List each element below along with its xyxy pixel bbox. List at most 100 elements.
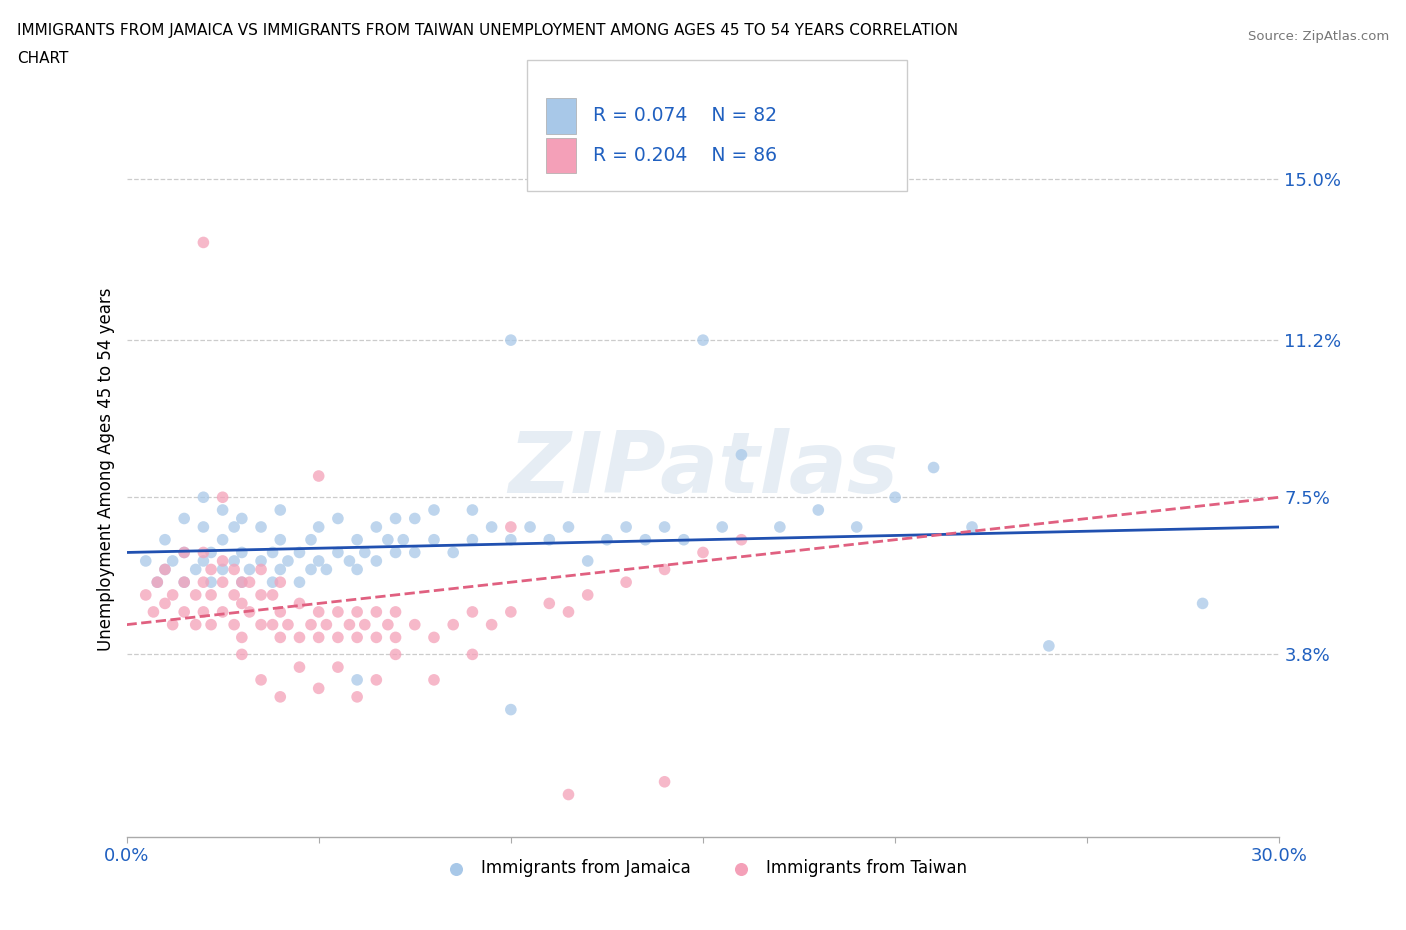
Point [173,512,195,526]
Point [346,672,368,687]
Point [366,553,388,568]
Point [231,512,253,526]
Point [200,588,222,603]
Point [499,604,522,619]
Point [211,490,233,505]
Point [538,532,561,547]
Point [262,588,284,603]
Point [308,520,330,535]
Point [308,604,330,619]
Point [153,596,176,611]
Point [299,562,322,577]
Point [135,553,157,568]
Point [162,553,184,568]
Point [404,512,426,526]
Point [366,672,388,687]
Point [162,618,184,632]
Point [557,787,579,802]
Point [308,469,330,484]
Point [238,604,260,619]
Point [211,553,233,568]
Point [384,630,406,644]
Point [339,553,361,568]
Point [193,604,215,619]
Point [423,502,446,517]
Point [769,520,792,535]
Point [269,689,291,704]
Point [423,672,446,687]
Point [423,630,446,644]
Point [162,588,184,603]
Point [654,520,676,535]
Point [499,702,522,717]
Point [173,545,195,560]
Point [346,562,368,577]
Point [269,502,291,517]
Point [353,545,375,560]
Point [1038,639,1060,654]
Point [315,562,337,577]
Point [224,562,246,577]
Point [288,545,311,560]
Point [193,490,215,505]
Point [308,630,330,644]
Point [238,562,260,577]
Point [499,333,522,348]
Point [392,532,415,547]
Point [224,553,246,568]
Point [366,630,388,644]
Point [461,604,484,619]
Point [193,235,215,250]
Point [288,596,311,611]
Point [326,545,349,560]
Point [231,575,253,590]
Point [557,604,579,619]
Point [277,553,299,568]
Point [339,618,361,632]
Point [262,545,284,560]
Point [807,502,830,517]
Point [384,512,406,526]
Point [499,520,522,535]
Point [692,545,714,560]
Point [576,588,599,603]
Point [441,618,464,632]
Text: CHART: CHART [17,51,69,66]
Point [315,618,337,632]
Point [499,532,522,547]
Point [519,520,541,535]
Point [730,532,752,547]
Point [481,618,503,632]
Point [250,562,273,577]
Point [250,618,273,632]
Point [377,532,399,547]
Point [211,575,233,590]
Point [634,532,657,547]
Point [250,520,273,535]
Point [200,562,222,577]
Point [326,604,349,619]
Text: Source: ZipAtlas.com: Source: ZipAtlas.com [1249,30,1389,43]
Point [277,618,299,632]
Point [404,618,426,632]
Point [262,618,284,632]
Point [288,659,311,674]
Point [153,562,176,577]
Point [1191,596,1213,611]
Point [730,447,752,462]
Point [211,502,233,517]
Point [193,575,215,590]
Point [922,460,945,475]
Point [211,532,233,547]
Point [353,618,375,632]
Point [269,630,291,644]
Point [269,575,291,590]
Point [326,659,349,674]
Point [845,520,868,535]
Point [135,588,157,603]
Point [142,604,165,619]
Point [231,596,253,611]
Point [146,575,169,590]
Text: R = 0.074    N = 82: R = 0.074 N = 82 [593,106,778,126]
Point [576,553,599,568]
